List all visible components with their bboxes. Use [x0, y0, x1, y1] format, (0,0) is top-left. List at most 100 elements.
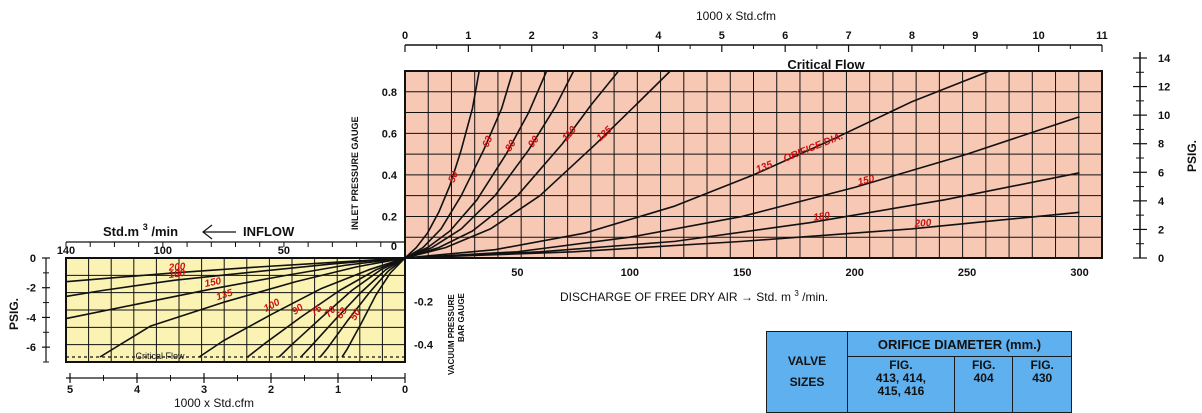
discharge-curve-50 [404, 70, 480, 259]
discharge-curve-label-150: 150 [857, 173, 876, 188]
discharge-right-tick-label: 14 [1158, 53, 1171, 65]
valve-label: VALVE [787, 354, 827, 368]
inflow-curve-label-200: 200 [167, 261, 186, 273]
inflow-right-axis-label-1: VACUUM PRESSURE [447, 294, 456, 375]
table-fig-row: FIG. 413, 414, 415, 416 FIG. 404 FIG. 43… [767, 356, 1072, 413]
discharge-critical-flow-label: Critical Flow [787, 57, 865, 72]
inflow-top-axis-label-sup: 3 [143, 222, 148, 232]
fig-430-line-2: 430 [1032, 371, 1053, 386]
fig-413-line-1: FIG. [889, 358, 913, 373]
discharge-x-axis-unit: Std. m [756, 290, 791, 304]
inflow-bottom-tick-label: 0 [402, 384, 408, 396]
discharge-bottom-tick-label: 200 [845, 267, 863, 279]
discharge-right-tick-label: 12 [1158, 82, 1170, 94]
discharge-bottom-tick-label: 300 [1070, 267, 1088, 279]
inflow-curves [65, 257, 406, 358]
inflow-bottom-axis-label: 1000 x Std.cfm [174, 396, 254, 410]
inflow-curve-135 [99, 257, 406, 358]
inflow-curve-180 [65, 257, 406, 298]
discharge-left-tick-label: 0.6 [382, 128, 397, 140]
fig-413-line-2: 413, 414, [875, 371, 926, 386]
discharge-left-tick-label: 0.4 [382, 170, 398, 182]
inflow-critical-flow-label: Critical Flow [135, 351, 185, 361]
discharge-grid [405, 71, 1102, 258]
inflow-top-axis-label-main: Std.m [103, 224, 139, 239]
discharge-curve-200 [404, 211, 1080, 259]
inflow-curve-63 [319, 257, 406, 358]
discharge-right-tick-label: 0 [1158, 253, 1164, 265]
discharge-top-tick-label: 11 [1096, 30, 1108, 42]
orifice-diameter-table: VALVE SIZES ORIFICE DIAMETER (mm.) FIG. … [766, 331, 1072, 413]
inflow-bottom-tick-label: 3 [201, 384, 207, 396]
discharge-curve-label-200: 200 [913, 218, 932, 230]
discharge-top-tick-label: 9 [972, 30, 978, 42]
discharge-curve-180 [404, 172, 1080, 259]
discharge-right-axis-label: PSIG. [1185, 140, 1199, 172]
discharge-top-tick-label: 3 [592, 30, 598, 42]
discharge-curve-110 [404, 70, 620, 259]
inflow-right-axis-label-2: BAR GAUGE [457, 292, 466, 342]
inflow-curve-label-135: 135 [215, 287, 235, 303]
valve-sizes-header: VALVE SIZES [766, 331, 848, 413]
inflow-curve-75 [278, 257, 406, 358]
fig-404-line-2: 404 [973, 371, 994, 386]
discharge-right-ticks: 0 2 4 6 8 10 12 14 [1133, 53, 1171, 265]
inflow-bottom-ticks: 5 4 3 2 1 0 [67, 373, 408, 396]
inflow-curve-label-50: 50 [348, 307, 363, 322]
fig-404-header: FIG. 404 [953, 356, 1014, 413]
discharge-left-tick-label: 0.8 [382, 87, 397, 99]
inflow-curve-200 [65, 257, 406, 283]
inflow-arrow-icon [202, 224, 236, 240]
discharge-top-tick-label: 6 [782, 30, 788, 42]
discharge-bottom-tick-label: 150 [733, 267, 751, 279]
discharge-curve-90 [404, 70, 575, 259]
fig-430-header: FIG. 430 [1012, 356, 1072, 413]
discharge-curve-label-63: 63 [481, 134, 496, 149]
inflow-bottom-tick-label: 4 [134, 384, 141, 396]
discharge-top-tick-label: 7 [845, 30, 851, 42]
inflow-bottom-tick-label: 2 [268, 384, 274, 396]
discharge-left-ticks: 0 0.2 0.4 0.6 0.8 [382, 87, 398, 253]
fig-413-header: FIG. 413, 414, 415, 416 [847, 356, 955, 413]
discharge-curve-80 [404, 70, 548, 259]
discharge-right-tick-label: 6 [1158, 167, 1164, 179]
discharge-right-tick-label: 10 [1158, 110, 1170, 122]
discharge-x-axis-label-main: DISCHARGE OF FREE DRY AIR [560, 290, 738, 304]
fig-404-line-1: FIG. [971, 358, 996, 373]
inflow-bottom-tick-label: 5 [67, 384, 73, 396]
discharge-right-tick-label: 4 [1158, 196, 1165, 208]
inflow-curve-100 [198, 257, 406, 358]
inflow-top-axis-label: Std.m 3 /min [103, 218, 178, 239]
fig-430-line-1: FIG. [1030, 358, 1054, 373]
discharge-top-tick-label: 5 [719, 30, 725, 42]
table-header-row: VALVE SIZES ORIFICE DIAMETER (mm.) [766, 331, 1072, 413]
discharge-curves [404, 70, 1080, 259]
inflow-left-ticks: 0 -2 -4 -6 [26, 253, 50, 363]
discharge-x-axis-unit-sup: 3 [794, 289, 799, 298]
inflow-top-ticks: 140 100 50 [57, 242, 382, 257]
discharge-top-tick-label: 2 [529, 30, 535, 42]
discharge-x-axis-unit-suffix: /min. [802, 290, 828, 304]
discharge-x-axis-label: DISCHARGE OF FREE DRY AIR → Std. m 3 /mi… [560, 285, 828, 304]
inflow-left-tick-label: -2 [26, 283, 36, 295]
inflow-right-tick-label: -0.2 [414, 296, 433, 308]
inflow-curve-50 [341, 257, 406, 358]
inflow-curve-90 [247, 257, 406, 358]
discharge-right-tick-label: 2 [1158, 224, 1164, 236]
inflow-right-ticks: -0.2 -0.4 [414, 296, 434, 351]
discharge-right-tick-label: 8 [1158, 139, 1164, 151]
discharge-bottom-ticks: 50 100 150 200 250 300 [511, 267, 1088, 279]
orifice-diameter-header: ORIFICE DIAMETER (mm.) [847, 331, 1072, 358]
discharge-top-tick-label: 4 [655, 30, 662, 42]
fig-413-line-3: 415, 416 [877, 384, 925, 399]
discharge-curve-150 [404, 115, 1080, 259]
inflow-left-tick-label: -6 [26, 342, 36, 354]
discharge-curve-135 [404, 70, 990, 259]
inflow-bottom-tick-label: 1 [335, 384, 341, 396]
discharge-bottom-tick-label: 250 [958, 267, 976, 279]
discharge-left-axis-label: INLET PRESSURE GAUGE [350, 116, 360, 230]
inflow-curve-70 [300, 257, 406, 358]
discharge-curve-label-180: 180 [813, 210, 831, 223]
